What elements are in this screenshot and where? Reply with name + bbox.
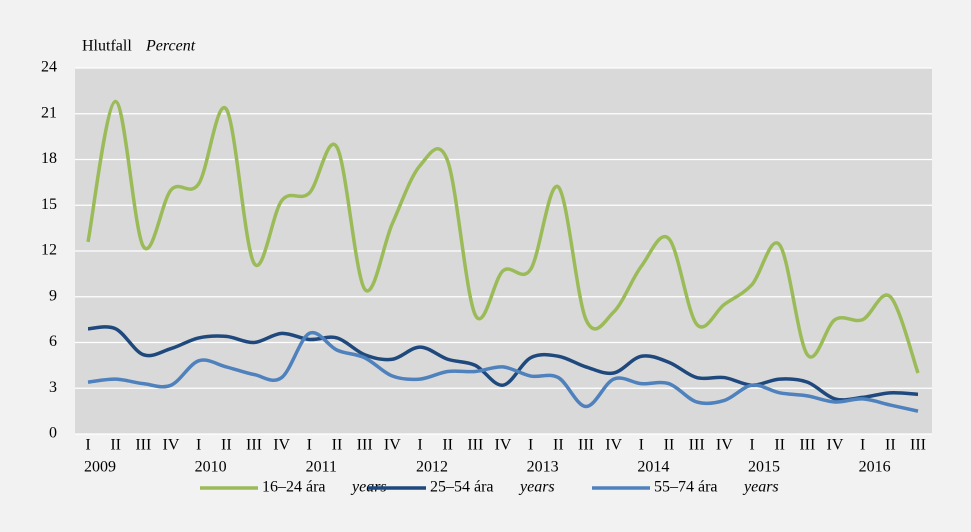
y-axis-label: Hlutfall	[82, 38, 132, 55]
x-tick-label: I	[196, 437, 201, 454]
x-tick-label: III	[467, 437, 483, 454]
x-tick-label: I	[639, 437, 644, 454]
x-tick-label: III	[578, 437, 594, 454]
x-tick-label: II	[774, 437, 785, 454]
y-tick-label: 6	[49, 333, 57, 350]
year-label: 2011	[306, 459, 337, 476]
x-tick-label: IV	[605, 437, 622, 454]
x-tick-label: II	[664, 437, 675, 454]
x-tick-label: IV	[716, 437, 733, 454]
x-tick-label: IV	[163, 437, 180, 454]
legend-label-en: years	[742, 479, 779, 496]
x-tick-label: III	[246, 437, 262, 454]
x-tick-label: IV	[273, 437, 290, 454]
series-line	[87, 330, 919, 413]
x-tick-label: II	[110, 437, 121, 454]
x-tick-label: I	[85, 437, 90, 454]
y-tick-label: 18	[41, 150, 57, 167]
year-label: 2013	[527, 459, 559, 476]
x-tick-label: I	[307, 437, 312, 454]
x-tick-label: II	[885, 437, 896, 454]
series-line	[87, 325, 919, 402]
legend-label-en: years	[518, 479, 555, 496]
y-tick-label: 12	[41, 242, 57, 259]
x-tick-label: III	[689, 437, 705, 454]
y-tick-label: 3	[49, 379, 57, 396]
year-label: 2009	[84, 459, 116, 476]
x-tick-label: III	[799, 437, 815, 454]
x-tick-label: I	[417, 437, 422, 454]
x-tick-label: IV	[827, 437, 844, 454]
legend-label: 25–54 ára	[430, 479, 494, 496]
x-tick-label: II	[332, 437, 343, 454]
x-tick-label: I	[749, 437, 754, 454]
y-tick-label: 9	[49, 287, 57, 304]
x-tick-label: II	[221, 437, 232, 454]
x-tick-label: III	[357, 437, 373, 454]
x-tick-label: I	[860, 437, 865, 454]
legend-label: 16–24 ára	[262, 479, 326, 496]
y-tick-label: 15	[41, 196, 57, 213]
y-tick-label: 0	[49, 425, 57, 442]
y-tick-label: 21	[41, 104, 57, 121]
legend-label: 55–74 ára	[654, 479, 718, 496]
series-line	[86, 99, 920, 374]
year-label: 2014	[637, 459, 669, 476]
x-tick-label: II	[442, 437, 453, 454]
x-tick-label: I	[528, 437, 533, 454]
year-label: 2010	[195, 459, 227, 476]
x-tick-label: III	[910, 437, 926, 454]
year-label: 2012	[416, 459, 448, 476]
y-axis-label-en: Percent	[145, 38, 196, 55]
year-label: 2016	[859, 459, 891, 476]
x-tick-label: IV	[495, 437, 512, 454]
x-tick-label: II	[553, 437, 564, 454]
x-tick-label: IV	[384, 437, 401, 454]
x-tick-label: III	[135, 437, 151, 454]
year-label: 2015	[748, 459, 780, 476]
y-tick-label: 24	[41, 59, 57, 76]
